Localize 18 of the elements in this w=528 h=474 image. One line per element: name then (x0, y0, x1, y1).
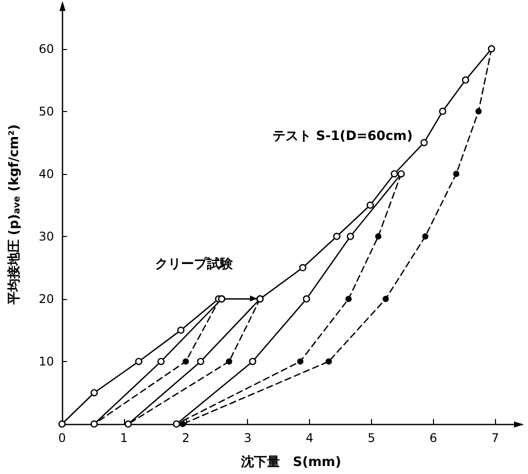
x-tick-label: 4 (306, 431, 314, 445)
x-tick-label: 0 (58, 431, 66, 445)
x-tick-label: 6 (430, 431, 438, 445)
x-tick-label: 3 (244, 431, 252, 445)
y-tick-label: 60 (38, 42, 54, 56)
y-tick-label: 20 (38, 292, 54, 306)
x-tick-label: 2 (182, 431, 190, 445)
y-tick-label: 10 (38, 354, 54, 368)
annotation: クリープ試験 (154, 256, 234, 272)
x-tick-label: 7 (491, 431, 500, 445)
x-tick-label: 5 (368, 431, 376, 445)
y-tick-label: 30 (38, 229, 54, 244)
y-axis-title: 平均接地圧 (p)ave (kgf/cm²) (6, 124, 22, 306)
x-tick-label: 1 (120, 431, 128, 445)
y-tick-label: 50 (38, 104, 54, 118)
x-axis-title: 沈下量 S(mm) (240, 455, 342, 470)
annotation: テスト S-1(D=60cm) (272, 128, 413, 144)
y-tick-label: 40 (38, 166, 54, 181)
